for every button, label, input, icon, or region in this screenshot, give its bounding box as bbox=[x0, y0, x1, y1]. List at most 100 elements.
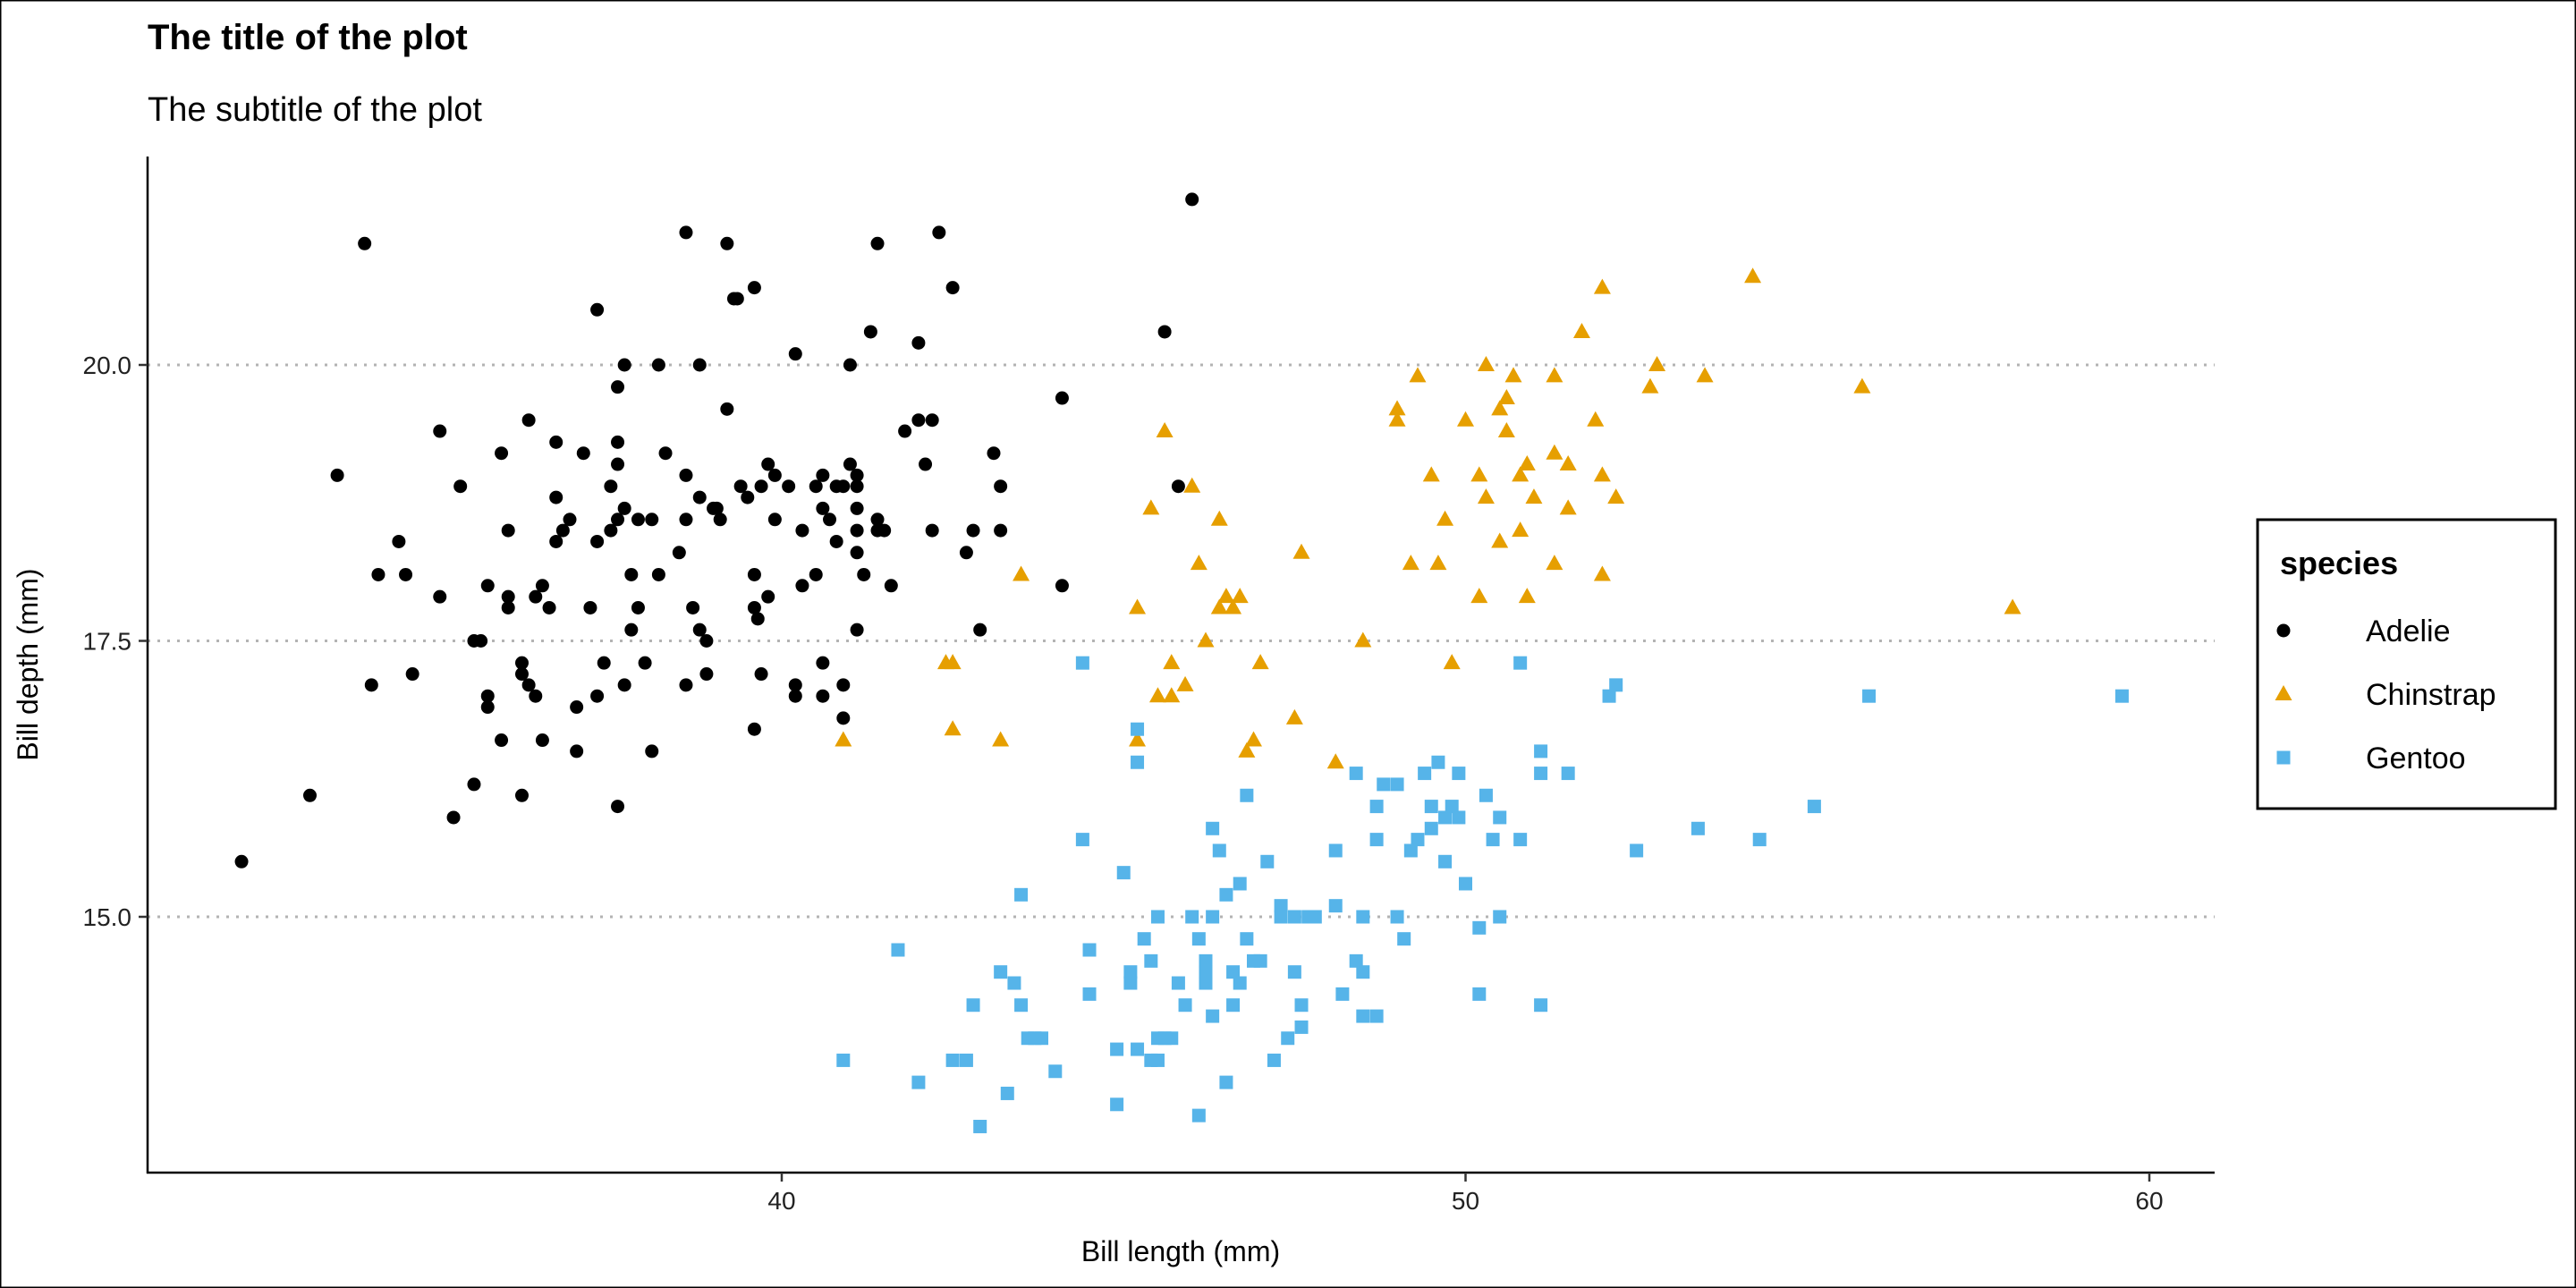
gentoo-point bbox=[1369, 1009, 1384, 1023]
adelie-point bbox=[720, 402, 734, 416]
adelie-point bbox=[994, 479, 1008, 494]
adelie-point bbox=[959, 546, 973, 560]
gentoo-point bbox=[1513, 833, 1528, 847]
adelie-point bbox=[843, 358, 857, 372]
chinstrap-point bbox=[1163, 654, 1181, 670]
chinstrap-point bbox=[1696, 367, 1714, 383]
adelie-point bbox=[836, 479, 851, 494]
adelie-point bbox=[474, 634, 488, 648]
adelie-point bbox=[645, 513, 659, 527]
gentoo-point bbox=[1862, 689, 1877, 703]
gentoo-point bbox=[1438, 854, 1453, 869]
gridlines bbox=[148, 363, 2215, 919]
chinstrap-point bbox=[944, 654, 962, 670]
chinstrap-point bbox=[1409, 367, 1427, 383]
adelie-point bbox=[617, 501, 631, 515]
adelie-point bbox=[645, 744, 659, 758]
adelie-point bbox=[549, 435, 564, 449]
chinstrap-point bbox=[1559, 499, 1577, 515]
adelie-point bbox=[1055, 391, 1069, 405]
gentoo-point bbox=[1267, 1053, 1281, 1067]
legend-item-adelie: Adelie bbox=[2276, 614, 2451, 648]
adelie-point bbox=[611, 800, 625, 814]
gentoo-point bbox=[1602, 689, 1616, 703]
adelie-point bbox=[699, 634, 714, 648]
adelie-point bbox=[563, 513, 577, 527]
gentoo-point bbox=[1123, 976, 1138, 990]
chinstrap-point bbox=[1388, 411, 1406, 427]
chinstrap-point bbox=[1559, 455, 1577, 471]
gentoo-point bbox=[1534, 767, 1548, 781]
gentoo-point bbox=[1308, 910, 1322, 924]
gentoo-point bbox=[1807, 800, 1821, 814]
gentoo-point bbox=[1274, 899, 1288, 913]
adelie-point bbox=[672, 546, 686, 560]
adelie-point bbox=[747, 722, 761, 736]
gentoo-point bbox=[1260, 854, 1275, 869]
adelie-point bbox=[467, 777, 481, 792]
gentoo-point bbox=[1534, 998, 1548, 1013]
gentoo-point bbox=[1472, 920, 1487, 935]
gentoo-point bbox=[1403, 843, 1418, 858]
adelie-point bbox=[1185, 192, 1199, 207]
adelie-point bbox=[686, 600, 700, 614]
gentoo-point bbox=[1356, 1009, 1370, 1023]
gentoo-point bbox=[1335, 987, 1350, 1001]
adelie-point bbox=[733, 479, 748, 494]
adelie-point bbox=[658, 446, 673, 461]
chinstrap-point bbox=[835, 731, 852, 747]
gentoo-point bbox=[1349, 953, 1363, 968]
adelie-point bbox=[679, 678, 693, 692]
gentoo-point bbox=[1294, 1020, 1309, 1034]
gentoo-point bbox=[1110, 1097, 1124, 1112]
y-tick-label: 20.0 bbox=[83, 352, 132, 379]
adelie-point bbox=[884, 579, 898, 593]
chinstrap-point bbox=[992, 731, 1010, 747]
gentoo-point bbox=[1287, 910, 1301, 924]
adelie-point bbox=[514, 667, 529, 682]
gentoo-point bbox=[1048, 1064, 1063, 1079]
chinstrap-point bbox=[1512, 521, 1530, 538]
adelie-point bbox=[555, 523, 570, 538]
adelie-point bbox=[1055, 579, 1069, 593]
legend-item-gentoo: Gentoo bbox=[2276, 741, 2466, 775]
adelie-point bbox=[741, 490, 755, 504]
gentoo-point bbox=[1424, 800, 1438, 814]
adelie-point bbox=[699, 667, 714, 682]
chinstrap-point bbox=[1497, 389, 1515, 405]
gentoo-point bbox=[1226, 998, 1241, 1013]
chinstrap-point bbox=[1491, 532, 1509, 548]
gentoo-point bbox=[1369, 833, 1384, 847]
chinstrap-point bbox=[1744, 267, 1762, 284]
adelie-point bbox=[877, 523, 892, 538]
gentoo-point bbox=[1356, 965, 1370, 979]
adelie-point bbox=[747, 281, 761, 295]
gentoo-point bbox=[1233, 976, 1247, 990]
adelie-point bbox=[713, 513, 727, 527]
adelie-point bbox=[863, 325, 877, 339]
chinstrap-point bbox=[1429, 555, 1447, 571]
adelie-point bbox=[850, 546, 864, 560]
series-chinstrap bbox=[835, 267, 2021, 769]
gentoo-point bbox=[1424, 821, 1438, 835]
adelie-point bbox=[399, 567, 413, 581]
chinstrap-point bbox=[1210, 510, 1228, 526]
adelie-point bbox=[795, 579, 809, 593]
adelie-point bbox=[911, 335, 926, 350]
adelie-point bbox=[1157, 325, 1172, 339]
chinstrap-point bbox=[1013, 565, 1030, 581]
adelie-point bbox=[850, 501, 864, 515]
chinstrap-point bbox=[1587, 411, 1605, 427]
gentoo-point bbox=[1226, 965, 1241, 979]
gentoo-point bbox=[1233, 877, 1247, 891]
adelie-point bbox=[809, 479, 823, 494]
gentoo-point bbox=[1418, 767, 1432, 781]
chinstrap-point bbox=[1156, 422, 1174, 438]
chinstrap-point bbox=[1197, 631, 1215, 648]
adelie-point bbox=[501, 589, 515, 604]
adelie-point bbox=[631, 600, 645, 614]
adelie-point bbox=[966, 523, 980, 538]
y-tick-label: 17.5 bbox=[83, 628, 132, 656]
adelie-point bbox=[624, 623, 639, 637]
